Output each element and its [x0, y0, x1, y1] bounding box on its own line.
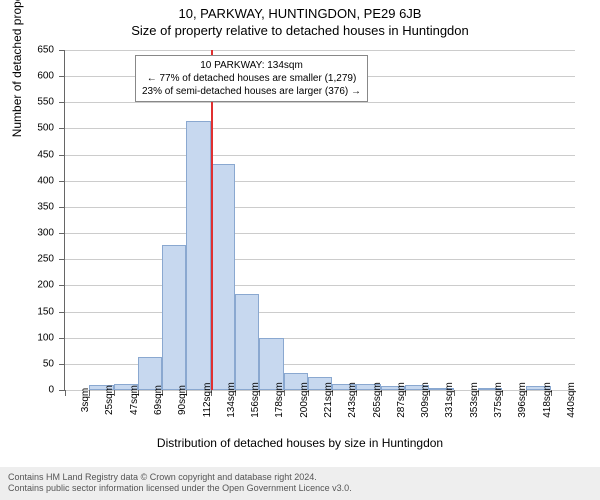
chart-title-address: 10, PARKWAY, HUNTINGDON, PE29 6JB: [0, 0, 600, 21]
y-tick: [59, 76, 65, 77]
x-tick-label: 178sqm: [274, 382, 285, 418]
x-tick-label: 418sqm: [542, 382, 553, 418]
y-tick-label: 100: [24, 332, 54, 343]
footer-line-2: Contains public sector information licen…: [8, 483, 592, 495]
histogram-bar: [211, 164, 235, 390]
histogram-bar: [162, 245, 186, 390]
y-tick: [59, 364, 65, 365]
y-tick: [59, 50, 65, 51]
gridline: [65, 50, 575, 51]
gridline: [65, 207, 575, 208]
y-tick-label: 650: [24, 45, 54, 56]
chart-plot-area: 10 PARKWAY: 134sqm← 77% of detached hous…: [64, 50, 575, 391]
y-tick-label: 400: [24, 175, 54, 186]
x-tick-label: 221sqm: [323, 382, 334, 418]
y-tick-label: 250: [24, 254, 54, 265]
histogram-bar: [235, 294, 259, 390]
y-tick: [59, 259, 65, 260]
gridline: [65, 285, 575, 286]
x-tick-label: 265sqm: [372, 382, 383, 418]
y-tick-label: 300: [24, 228, 54, 239]
y-axis-label: Number of detached properties: [10, 0, 24, 137]
y-tick-label: 200: [24, 280, 54, 291]
x-tick-label: 309sqm: [420, 382, 431, 418]
x-tick-label: 47sqm: [129, 385, 140, 415]
x-tick-label: 440sqm: [566, 382, 577, 418]
y-tick: [59, 338, 65, 339]
x-tick-label: 287sqm: [396, 382, 407, 418]
footer-line-1: Contains HM Land Registry data © Crown c…: [8, 472, 592, 484]
gridline: [65, 102, 575, 103]
gridline: [65, 259, 575, 260]
x-tick-label: 243sqm: [347, 382, 358, 418]
y-tick: [59, 207, 65, 208]
x-tick-label: 200sqm: [299, 382, 310, 418]
x-tick-label: 69sqm: [153, 385, 164, 415]
y-tick: [59, 233, 65, 234]
attribution-footer: Contains HM Land Registry data © Crown c…: [0, 467, 600, 500]
x-tick-label: 353sqm: [469, 382, 480, 418]
y-tick: [59, 312, 65, 313]
y-tick: [59, 155, 65, 156]
histogram-bar: [186, 121, 210, 390]
x-tick-label: 156sqm: [250, 382, 261, 418]
x-tick-label: 90sqm: [177, 385, 188, 415]
x-tick: [65, 390, 66, 396]
y-tick-label: 500: [24, 123, 54, 134]
gridline: [65, 338, 575, 339]
x-tick-label: 25sqm: [104, 385, 115, 415]
callout-line: ← 77% of detached houses are smaller (1,…: [142, 72, 361, 85]
gridline: [65, 128, 575, 129]
x-tick-label: 375sqm: [493, 382, 504, 418]
y-tick-label: 50: [24, 358, 54, 369]
y-tick: [59, 102, 65, 103]
y-tick-label: 450: [24, 149, 54, 160]
gridline: [65, 181, 575, 182]
x-tick-label: 134sqm: [226, 382, 237, 418]
y-tick-label: 600: [24, 71, 54, 82]
gridline: [65, 233, 575, 234]
x-tick-label: 331sqm: [444, 382, 455, 418]
gridline: [65, 312, 575, 313]
gridline: [65, 155, 575, 156]
callout-line: 23% of semi-detached houses are larger (…: [142, 85, 361, 98]
x-axis-label: Distribution of detached houses by size …: [0, 436, 600, 450]
x-tick-label: 3sqm: [80, 388, 91, 412]
chart-title-desc: Size of property relative to detached ho…: [0, 21, 600, 38]
y-tick-label: 0: [24, 385, 54, 396]
callout-box: 10 PARKWAY: 134sqm← 77% of detached hous…: [135, 55, 368, 102]
x-tick-label: 112sqm: [202, 383, 213, 418]
y-tick: [59, 181, 65, 182]
y-tick: [59, 128, 65, 129]
y-tick-label: 150: [24, 306, 54, 317]
y-tick-label: 550: [24, 97, 54, 108]
callout-line: 10 PARKWAY: 134sqm: [142, 59, 361, 72]
y-tick: [59, 285, 65, 286]
y-tick-label: 350: [24, 201, 54, 212]
x-tick-label: 396sqm: [517, 382, 528, 418]
